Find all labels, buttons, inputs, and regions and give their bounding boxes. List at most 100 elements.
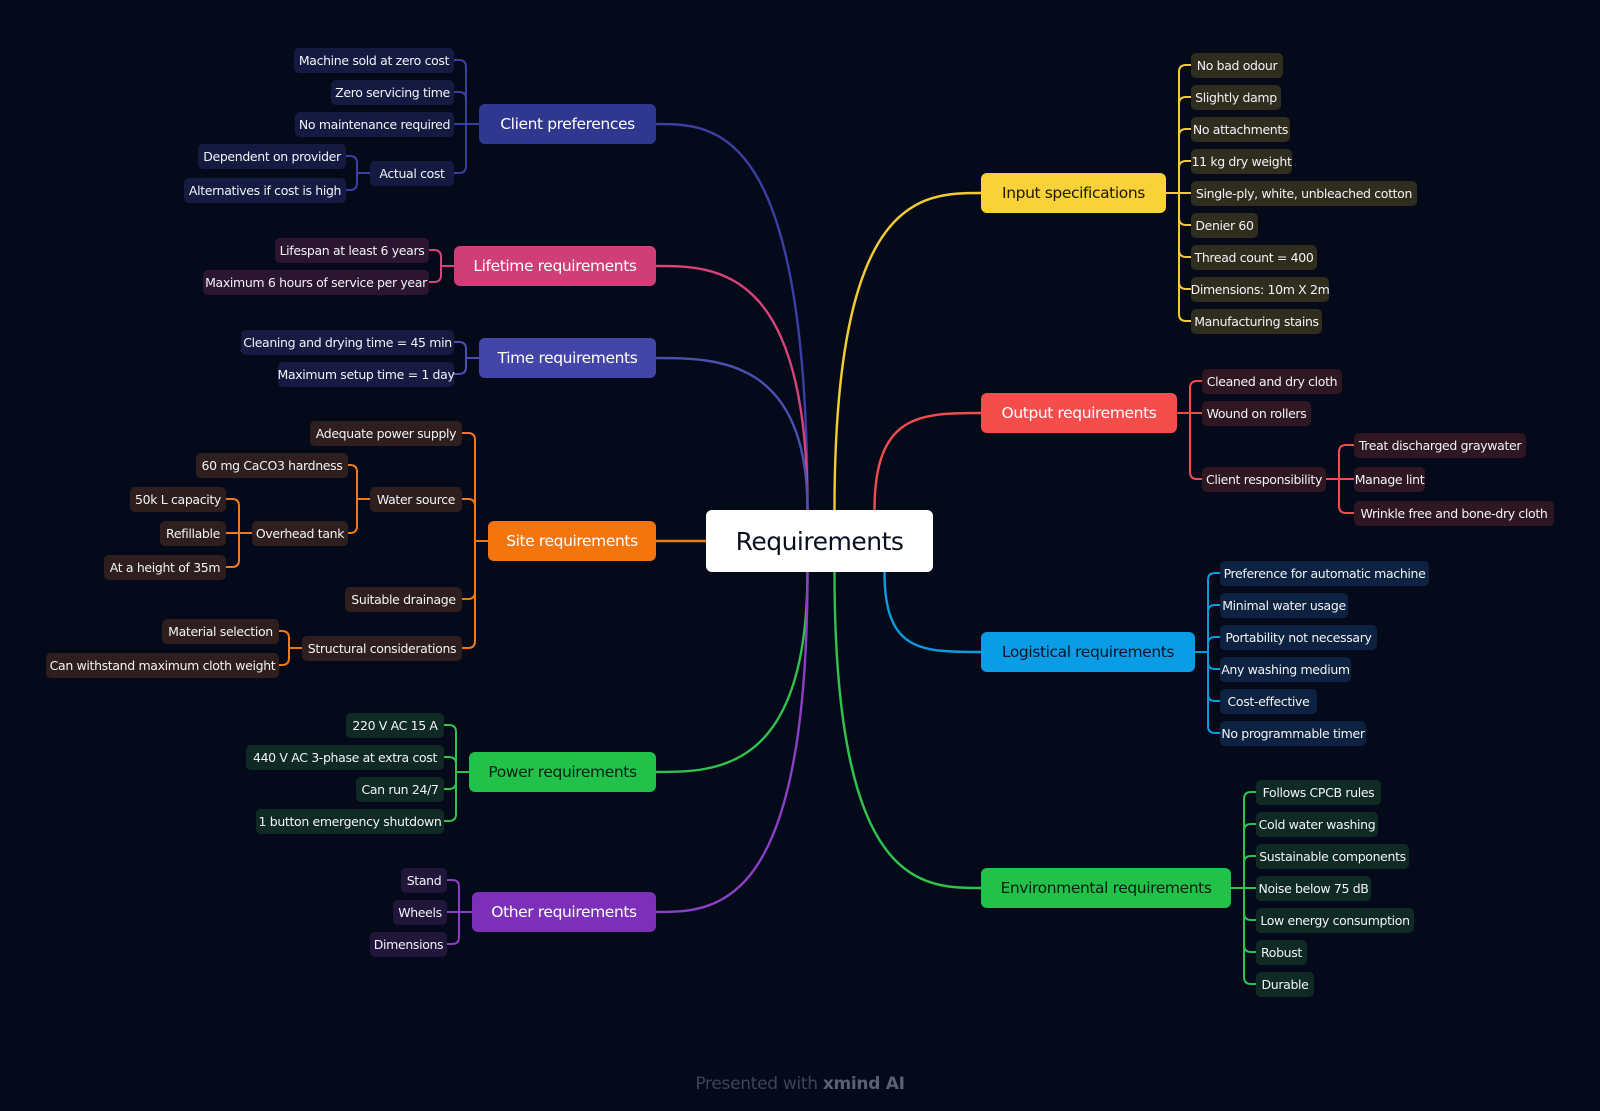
root-node[interactable]: Requirements (706, 510, 933, 572)
leaf-output-c2[interactable]: Client responsibility (1202, 466, 1326, 492)
leaf-logistic-c5[interactable]: No programmable timer (1220, 720, 1366, 746)
branch-lifetime[interactable]: Lifetime requirements (454, 246, 656, 286)
branch-link-lifetime (654, 264, 809, 512)
leaf-logistic-c1[interactable]: Minimal water usage (1220, 592, 1348, 618)
leaf-client-c3b[interactable]: Alternatives if cost is high (184, 177, 346, 203)
branch-logistic[interactable]: Logistical requirements (981, 632, 1195, 672)
leaf-link-input-c2 (1165, 128, 1192, 194)
branch-link-other (654, 570, 809, 914)
branch-link-env (833, 570, 983, 890)
leaf-link-site-c3 (461, 540, 489, 649)
leaf-output-c2b[interactable]: Manage lint (1354, 466, 1425, 492)
leaf-power-c0[interactable]: 220 V AC 15 A (346, 712, 444, 738)
leaf-site-c2[interactable]: Suitable drainage (345, 586, 462, 612)
leaf-input-c2[interactable]: No attachments (1191, 116, 1290, 142)
leaf-link-input-c3 (1165, 160, 1192, 194)
leaf-input-c1[interactable]: Slightly damp (1191, 84, 1281, 110)
leaf-env-c3[interactable]: Noise below 75 dB (1256, 875, 1371, 901)
leaf-power-c2[interactable]: Can run 24/7 (356, 776, 444, 802)
leaf-link-output-c2c (1325, 478, 1355, 514)
leaf-link-site-c3a (278, 630, 303, 649)
leaf-input-c4[interactable]: Single-ply, white, unbleached cotton (1191, 180, 1417, 206)
branch-other[interactable]: Other requirements (472, 892, 656, 932)
leaf-other-c1[interactable]: Wheels (393, 899, 447, 925)
branch-link-output (873, 411, 983, 512)
leaf-site-c1a[interactable]: 60 mg CaCO3 hardness (196, 452, 348, 478)
leaf-other-c2[interactable]: Dimensions (370, 931, 447, 957)
leaf-env-c1[interactable]: Cold water washing (1256, 811, 1378, 837)
leaf-site-c3b[interactable]: Can withstand maximum cloth weight (46, 652, 279, 678)
leaf-link-output-c2 (1176, 412, 1203, 480)
leaf-site-c1b1[interactable]: 50k L capacity (130, 486, 226, 512)
leaf-input-c5[interactable]: Denier 60 (1191, 212, 1258, 238)
leaf-input-c0[interactable]: No bad odour (1191, 52, 1283, 78)
branch-env[interactable]: Environmental requirements (981, 868, 1231, 908)
leaf-output-c0[interactable]: Cleaned and dry cloth (1202, 368, 1342, 394)
leaf-logistic-c0[interactable]: Preference for automatic machine (1220, 560, 1429, 586)
leaf-power-c1[interactable]: 440 V AC 3-phase at extra cost (246, 744, 444, 770)
leaf-logistic-c3[interactable]: Any washing medium (1220, 656, 1351, 682)
leaf-output-c2c[interactable]: Wrinkle free and bone-dry cloth (1354, 500, 1554, 526)
leaf-client-c3[interactable]: Actual cost (370, 160, 454, 186)
leaf-site-c3[interactable]: Structural considerations (302, 635, 462, 661)
leaf-output-c1[interactable]: Wound on rollers (1202, 400, 1311, 426)
leaf-link-logistic-c5 (1194, 651, 1221, 734)
leaf-client-c3a[interactable]: Dependent on provider (198, 143, 346, 169)
branch-link-logistic (883, 570, 983, 654)
leaf-power-c3[interactable]: 1 button emergency shutdown (256, 808, 444, 834)
leaf-input-c3[interactable]: 11 kg dry weight (1191, 148, 1292, 174)
leaf-env-c6[interactable]: Durable (1256, 971, 1314, 997)
leaf-link-power-c1 (443, 756, 470, 773)
leaf-client-c2[interactable]: No maintenance required (295, 111, 454, 137)
leaf-link-lifetime-c1 (428, 265, 455, 283)
branch-input[interactable]: Input specifications (981, 173, 1166, 213)
leaf-input-c6[interactable]: Thread count = 400 (1191, 244, 1317, 270)
leaf-input-c7[interactable]: Dimensions: 10m X 2m (1191, 276, 1330, 302)
leaf-link-site-c1a (347, 464, 371, 500)
leaf-link-client-c0 (453, 59, 480, 125)
branch-link-power (654, 570, 809, 774)
branch-time[interactable]: Time requirements (479, 338, 656, 378)
branch-link-client (654, 122, 809, 512)
footer-prefix: Presented with (695, 1074, 818, 1094)
footer-brand: xmind AI (822, 1074, 905, 1094)
branch-client[interactable]: Client preferences (479, 104, 656, 144)
leaf-link-env-c6 (1230, 887, 1257, 985)
leaf-logistic-c2[interactable]: Portability not necessary (1220, 624, 1377, 650)
leaf-link-time-c1 (453, 357, 480, 375)
leaf-link-site-c1 (461, 498, 489, 542)
leaf-env-c2[interactable]: Sustainable components (1256, 843, 1409, 869)
leaf-env-c5[interactable]: Robust (1256, 939, 1307, 965)
leaf-logistic-c4[interactable]: Cost-effective (1220, 688, 1317, 714)
leaf-other-c0[interactable]: Stand (401, 867, 447, 893)
leaf-link-site-c3b (278, 647, 303, 666)
leaf-link-site-c1b3 (225, 532, 253, 568)
leaf-site-c1[interactable]: Water source (370, 486, 462, 512)
leaf-env-c0[interactable]: Follows CPCB rules (1256, 779, 1381, 805)
branch-site[interactable]: Site requirements (488, 521, 656, 561)
leaf-site-c0[interactable]: Adequate power supply (310, 420, 462, 446)
leaf-site-c1b2[interactable]: Refillable (160, 520, 226, 546)
leaf-site-c1b[interactable]: Overhead tank (252, 520, 348, 546)
leaf-site-c3a[interactable]: Material selection (162, 618, 279, 644)
leaf-link-env-c0 (1230, 791, 1257, 889)
leaf-link-input-c0 (1165, 64, 1192, 194)
leaf-link-logistic-c0 (1194, 572, 1221, 653)
leaf-link-client-c3 (453, 123, 480, 174)
leaf-link-env-c2 (1230, 855, 1257, 889)
leaf-time-c0[interactable]: Cleaning and drying time = 45 min (241, 329, 454, 355)
leaf-link-site-c1b (347, 498, 371, 534)
branch-output[interactable]: Output requirements (981, 393, 1177, 433)
leaf-site-c1b3[interactable]: At a height of 35m (104, 554, 226, 580)
leaf-env-c4[interactable]: Low energy consumption (1256, 907, 1414, 933)
leaf-time-c1[interactable]: Maximum setup time = 1 day (278, 361, 455, 387)
leaf-output-c2a[interactable]: Treat discharged graywater (1354, 432, 1526, 458)
leaf-client-c1[interactable]: Zero servicing time (331, 79, 454, 105)
leaf-lifetime-c1[interactable]: Maximum 6 hours of service per year (203, 269, 429, 295)
leaf-client-c0[interactable]: Machine sold at zero cost (294, 47, 454, 73)
branch-power[interactable]: Power requirements (469, 752, 656, 792)
leaf-lifetime-c0[interactable]: Lifespan at least 6 years (275, 237, 429, 263)
leaf-input-c8[interactable]: Manufacturing stains (1191, 308, 1322, 334)
leaf-link-time-c0 (453, 341, 480, 359)
